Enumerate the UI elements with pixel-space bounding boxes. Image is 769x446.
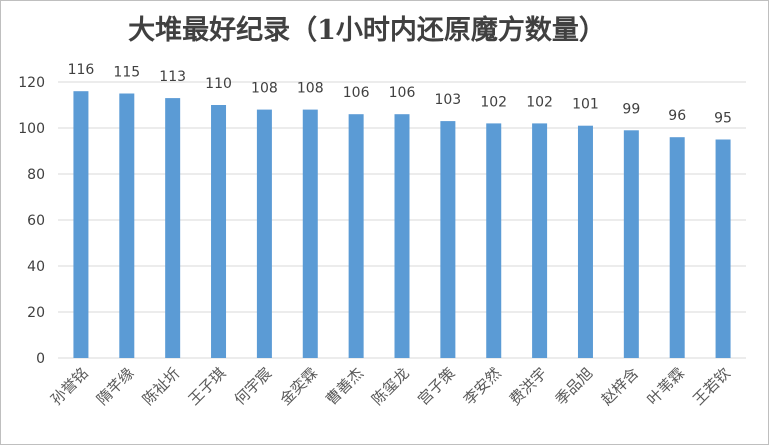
- x-axis-categories: 孙誉铭 隋芊缘 陈祉圻 王子琪 何宇宸 金奕霖 曹善杰 陈玺龙 宫子策 李安然 费洪宇 季品旭 赵梓含叶…: [47, 364, 734, 409]
- x-category-label: 季品旭: [552, 364, 597, 409]
- x-category-label: 陈祉圻: [139, 364, 184, 409]
- x-category-label: 费洪宇: [506, 364, 551, 409]
- bar: [73, 91, 89, 358]
- y-tick-label: 40: [27, 259, 45, 275]
- bar: [577, 125, 593, 358]
- data-label: 102: [480, 94, 507, 110]
- bar: [532, 123, 548, 359]
- data-label: 113: [159, 69, 186, 85]
- x-category-label: 赵梓含: [598, 364, 643, 409]
- data-label: 101: [572, 97, 599, 113]
- bar-series: [73, 91, 731, 359]
- x-category-label: 陈玺龙: [368, 364, 413, 409]
- x-category-label: 隋芊缘: [93, 364, 138, 409]
- y-tick-label: 20: [27, 305, 45, 321]
- y-axis-ticks: 0 20 40 60 80 100 120: [18, 75, 45, 367]
- x-category-label: 李安然: [460, 364, 505, 409]
- x-category-label: 叶苇霖: [643, 364, 688, 409]
- data-label: 99: [622, 101, 640, 117]
- bar: [211, 105, 227, 358]
- data-label: 102: [526, 94, 553, 110]
- x-category-label: 孙誉铭: [47, 364, 92, 409]
- data-label: 106: [343, 85, 370, 101]
- data-label: 95: [714, 111, 732, 127]
- data-label: 106: [389, 85, 416, 101]
- data-label: 103: [434, 92, 461, 108]
- x-category-label: 金奕霖: [277, 364, 322, 409]
- x-category-label: 曹善杰: [322, 364, 367, 409]
- bar: [256, 109, 272, 358]
- bar: [486, 123, 502, 359]
- y-tick-label: 0: [36, 351, 45, 367]
- x-category-label: 何宇宸: [231, 364, 276, 409]
- chart-title: 大堆最好纪录（1小时内还原魔方数量）: [128, 14, 606, 46]
- data-label: 116: [68, 62, 95, 78]
- data-label: 115: [113, 65, 140, 81]
- y-tick-label: 60: [27, 213, 45, 229]
- bar: [302, 109, 318, 358]
- bar: [348, 114, 364, 358]
- bar: [440, 121, 456, 358]
- bar: [394, 114, 410, 358]
- bar: [623, 130, 639, 358]
- data-label: 110: [205, 76, 232, 92]
- data-labels: 116 115 113 110 108 108 106 106 103 102 102 101 99 96…: [68, 62, 732, 126]
- bar: [165, 98, 181, 358]
- x-category-label: 王子琪: [185, 364, 230, 409]
- bar: [669, 137, 685, 358]
- data-label: 108: [251, 81, 278, 97]
- data-label: 96: [668, 108, 686, 124]
- bar: [119, 93, 135, 358]
- x-category-label: 宫子策: [414, 364, 459, 409]
- y-tick-label: 100: [18, 121, 45, 137]
- x-category-label: 王若钦: [689, 364, 734, 409]
- bar: [715, 139, 731, 358]
- y-tick-label: 120: [18, 75, 45, 91]
- data-label: 108: [297, 81, 324, 97]
- y-tick-label: 80: [27, 167, 45, 183]
